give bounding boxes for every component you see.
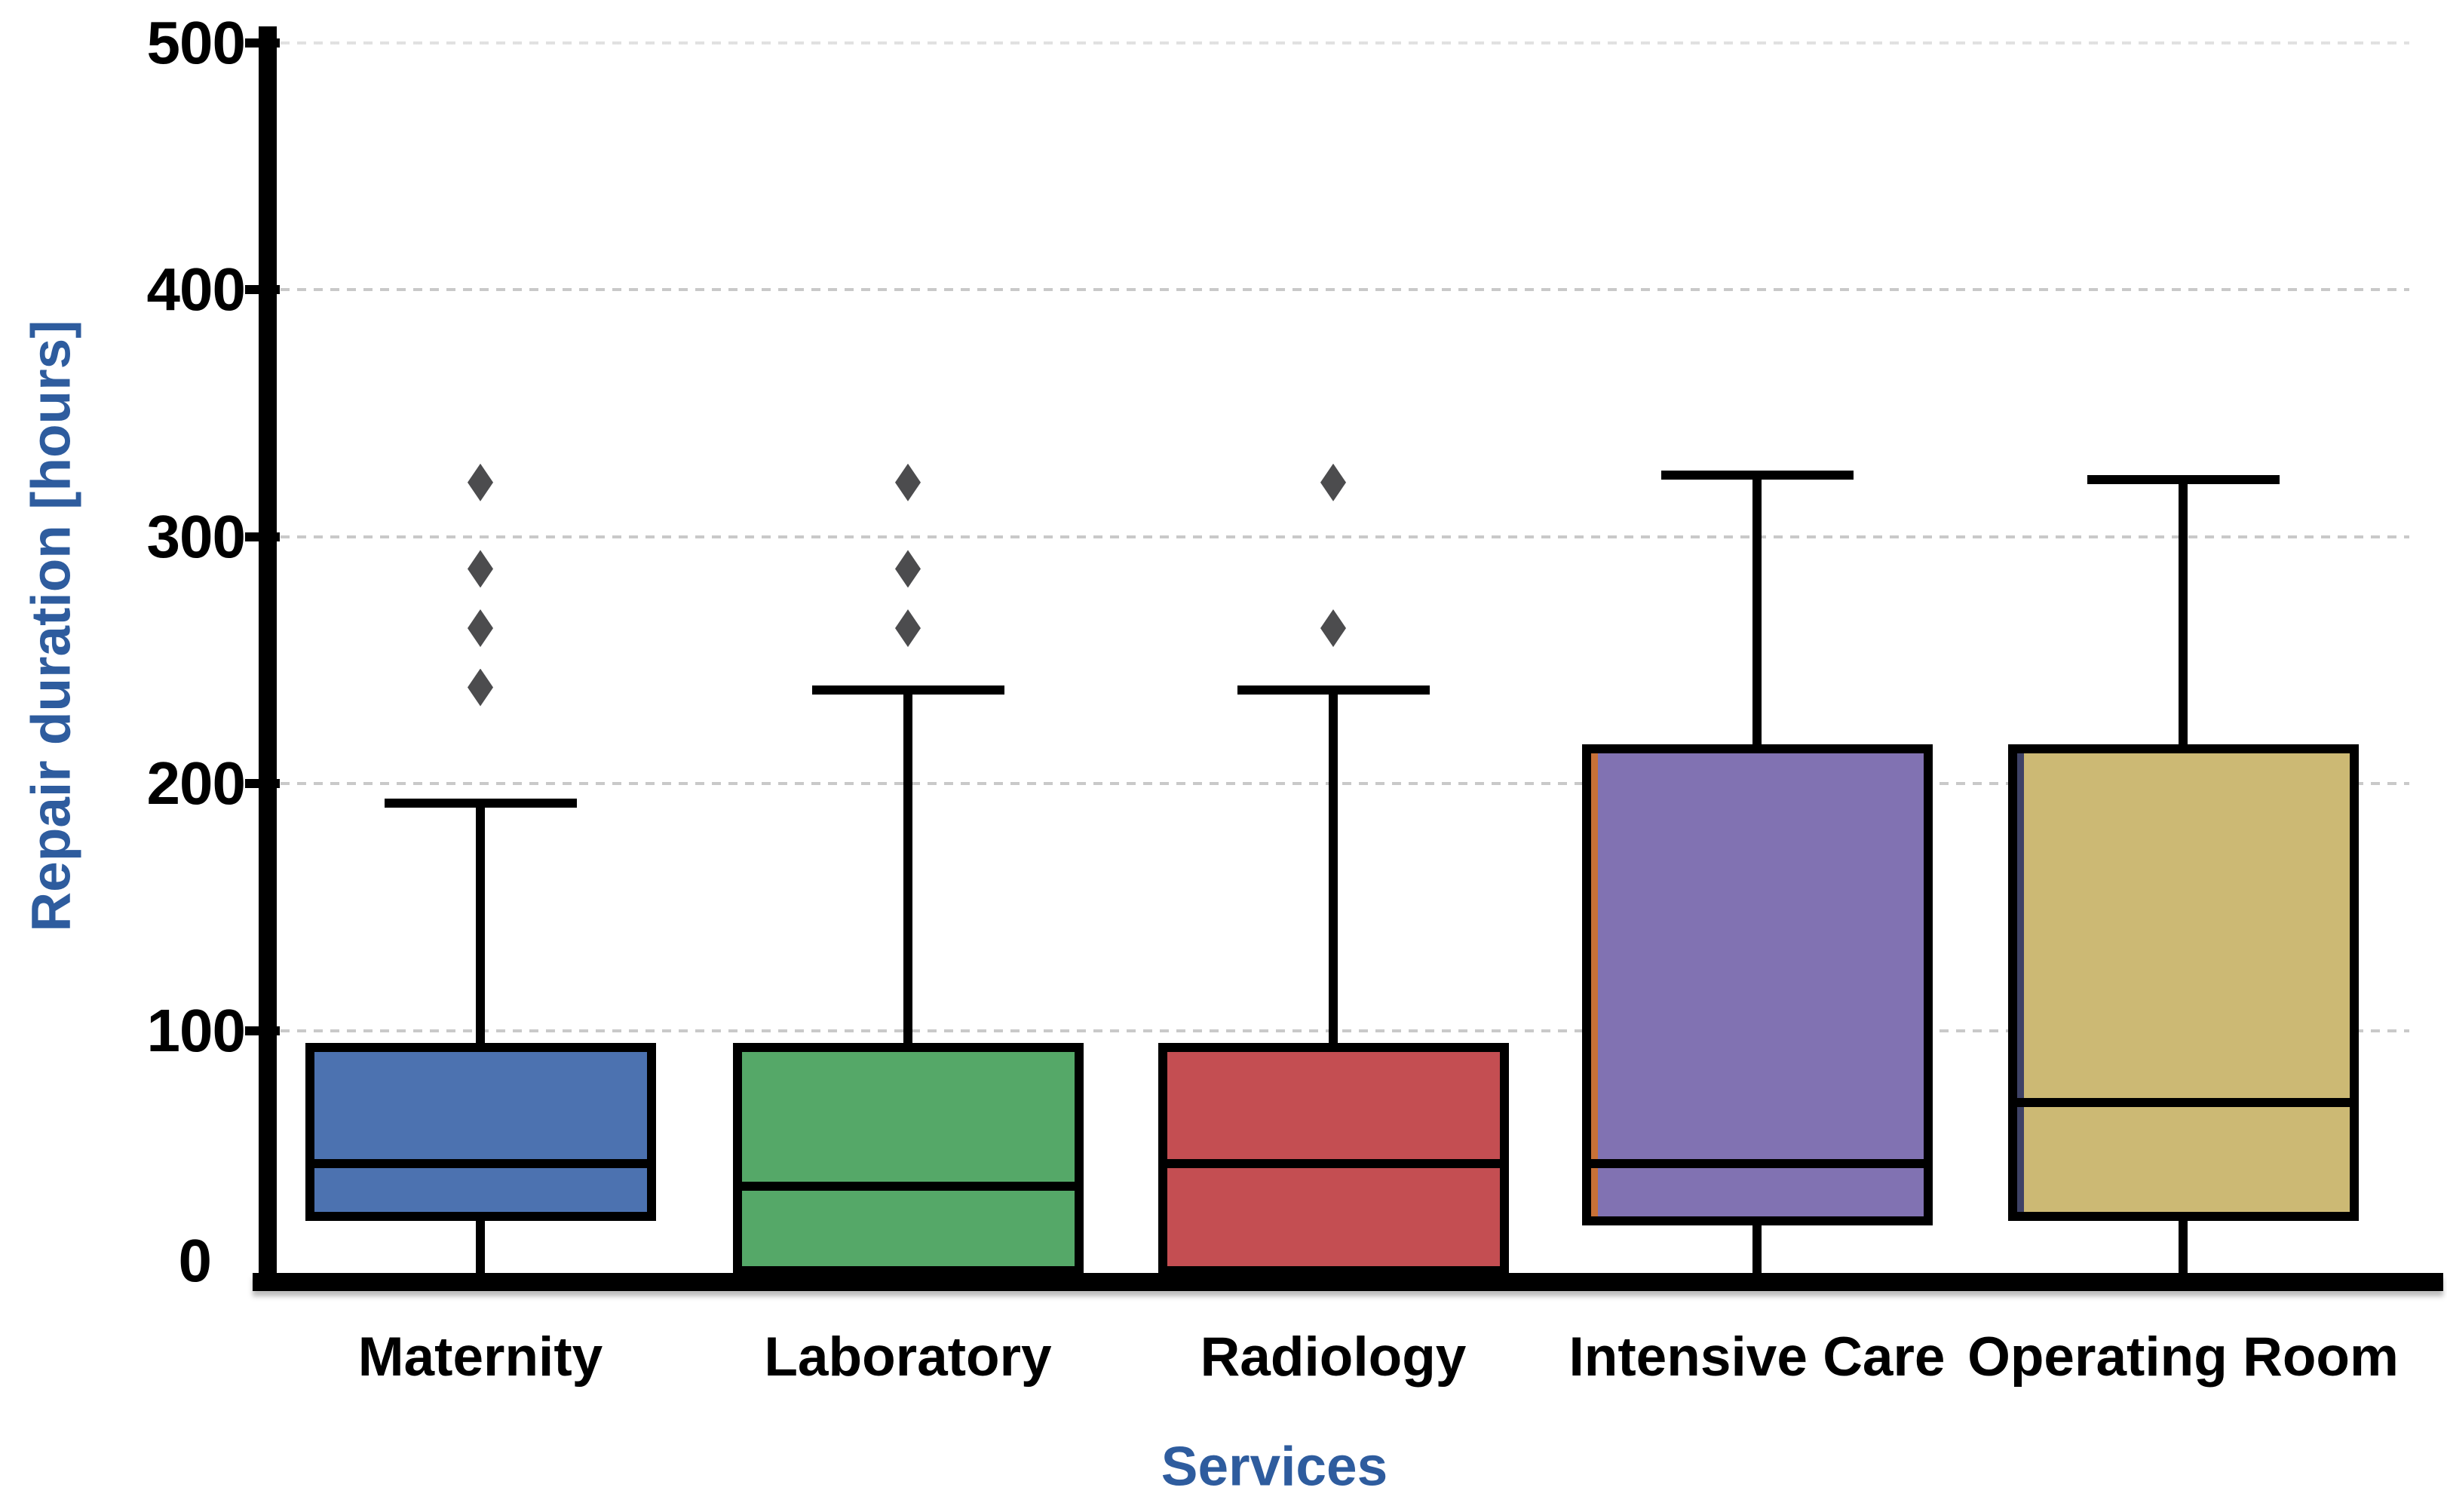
- median-line: [1158, 1159, 1509, 1169]
- gridline: [281, 782, 2409, 786]
- upper-whisker: [1329, 689, 1338, 1043]
- x-tick-label-operating-room: Operating Room: [1967, 1326, 2399, 1388]
- y-tick-label: 200: [146, 750, 246, 817]
- upper-whisker: [1752, 474, 1762, 744]
- gridline: [281, 535, 2409, 538]
- y-tick-label: 300: [146, 502, 246, 570]
- box-maternity: [305, 1042, 656, 1221]
- upper-whisker: [2179, 480, 2188, 744]
- x-tick-label-radiology: Radiology: [1200, 1326, 1467, 1388]
- y-tick-label: 400: [146, 256, 246, 324]
- whisker-cap: [384, 799, 577, 808]
- y-tick: [245, 779, 280, 789]
- outlier-diamond: [895, 550, 921, 588]
- x-tick-label-maternity: Maternity: [357, 1326, 603, 1388]
- upper-whisker: [476, 803, 485, 1043]
- x-axis-spine: [253, 1273, 2443, 1291]
- whisker-cap: [1660, 470, 1854, 480]
- gridline: [281, 288, 2409, 292]
- lower-whisker: [2179, 1220, 2188, 1277]
- y-axis-spine: [259, 26, 277, 1291]
- outlier-diamond: [1320, 463, 1346, 501]
- x-tick-label-laboratory: Laboratory: [764, 1326, 1052, 1388]
- median-line: [732, 1181, 1084, 1191]
- outlier-diamond: [1320, 609, 1346, 647]
- outlier-diamond: [895, 609, 921, 647]
- lower-whisker: [476, 1220, 485, 1277]
- y-tick-label: 100: [146, 996, 246, 1064]
- lower-whisker: [1752, 1225, 1762, 1277]
- outlier-diamond: [468, 550, 493, 588]
- x-axis-title: Services: [1161, 1436, 1388, 1498]
- box-laboratory: [732, 1042, 1084, 1275]
- whisker-cap: [1237, 685, 1430, 695]
- y-tick: [245, 532, 280, 541]
- box-left-accent: [2016, 753, 2024, 1212]
- gridline: [281, 1029, 2409, 1032]
- upper-whisker: [903, 689, 912, 1043]
- box-left-accent: [1590, 753, 1598, 1217]
- median-line: [2007, 1097, 2359, 1107]
- median-line: [1581, 1159, 1933, 1169]
- whisker-cap: [811, 685, 1004, 695]
- y-tick-label: 500: [146, 9, 246, 76]
- y-tick: [245, 1026, 280, 1035]
- x-tick-label-intensive-care: Intensive Care: [1568, 1326, 1946, 1388]
- y-axis-title: Repair duration [hours]: [20, 320, 82, 932]
- outlier-diamond: [468, 609, 493, 647]
- y-tick-label: 0: [178, 1227, 213, 1294]
- outlier-diamond: [895, 463, 921, 501]
- y-tick: [245, 285, 280, 295]
- y-tick: [245, 38, 280, 48]
- median-line: [305, 1159, 656, 1169]
- outlier-diamond: [468, 668, 493, 707]
- outlier-diamond: [468, 463, 493, 501]
- box-operating-room: [2007, 744, 2359, 1221]
- box-intensive-care: [1581, 744, 1933, 1226]
- box-radiology: [1158, 1042, 1509, 1275]
- gridline: [281, 41, 2409, 44]
- whisker-cap: [2087, 475, 2280, 485]
